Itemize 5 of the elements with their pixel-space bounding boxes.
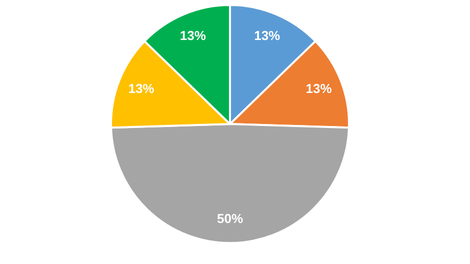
data-label: 13% bbox=[254, 28, 281, 43]
data-label: 13% bbox=[128, 81, 155, 96]
data-label: 50% bbox=[216, 210, 244, 226]
data-label: 13% bbox=[306, 81, 332, 96]
data-label: 13% bbox=[180, 28, 206, 43]
